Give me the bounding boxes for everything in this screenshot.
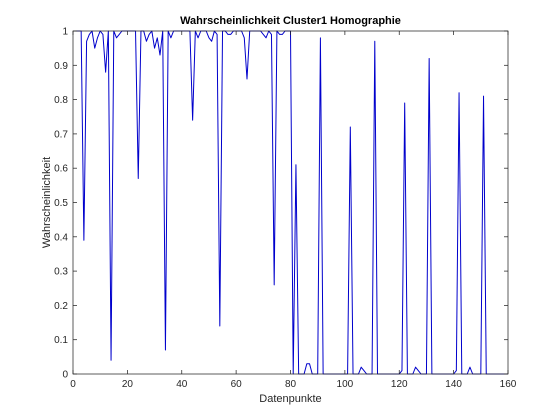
x-tick-label: 0 (70, 379, 76, 390)
y-tick-label: 0.7 (54, 129, 68, 140)
x-axis-label: Datenpunkte (259, 393, 321, 405)
x-tick-label: 80 (285, 379, 297, 390)
y-tick-label: 0.5 (54, 198, 68, 209)
y-tick-label: 0.3 (54, 267, 68, 278)
y-tick-label: 0.9 (54, 61, 68, 72)
y-tick-label: 0 (62, 370, 68, 381)
y-tick-label: 0.8 (54, 95, 68, 106)
x-tick-label: 120 (391, 379, 408, 390)
x-tick-label: 160 (500, 379, 517, 390)
y-tick-label: 0.2 (54, 301, 68, 312)
x-tick-label: 60 (231, 379, 243, 390)
x-tick-label: 40 (176, 379, 188, 390)
x-tick-label: 140 (445, 379, 462, 390)
chart-title: Wahrscheinlichkeit Cluster1 Homographie (180, 15, 401, 27)
y-axis: 0 0.1 0.2 0.3 0.4 0.5 0.6 0.7 0.8 0.9 1 (54, 27, 508, 381)
x-tick-label: 100 (337, 379, 354, 390)
y-tick-label: 0.1 (54, 335, 68, 346)
y-axis-label: Wahrscheinlichkeit (41, 157, 53, 248)
y-tick-label: 0.4 (54, 232, 68, 243)
x-tick-label: 20 (122, 379, 134, 390)
y-tick-label: 1 (62, 27, 68, 38)
x-axis: 0 20 40 60 80 100 120 140 160 (70, 31, 517, 390)
y-tick-label: 0.6 (54, 164, 68, 175)
